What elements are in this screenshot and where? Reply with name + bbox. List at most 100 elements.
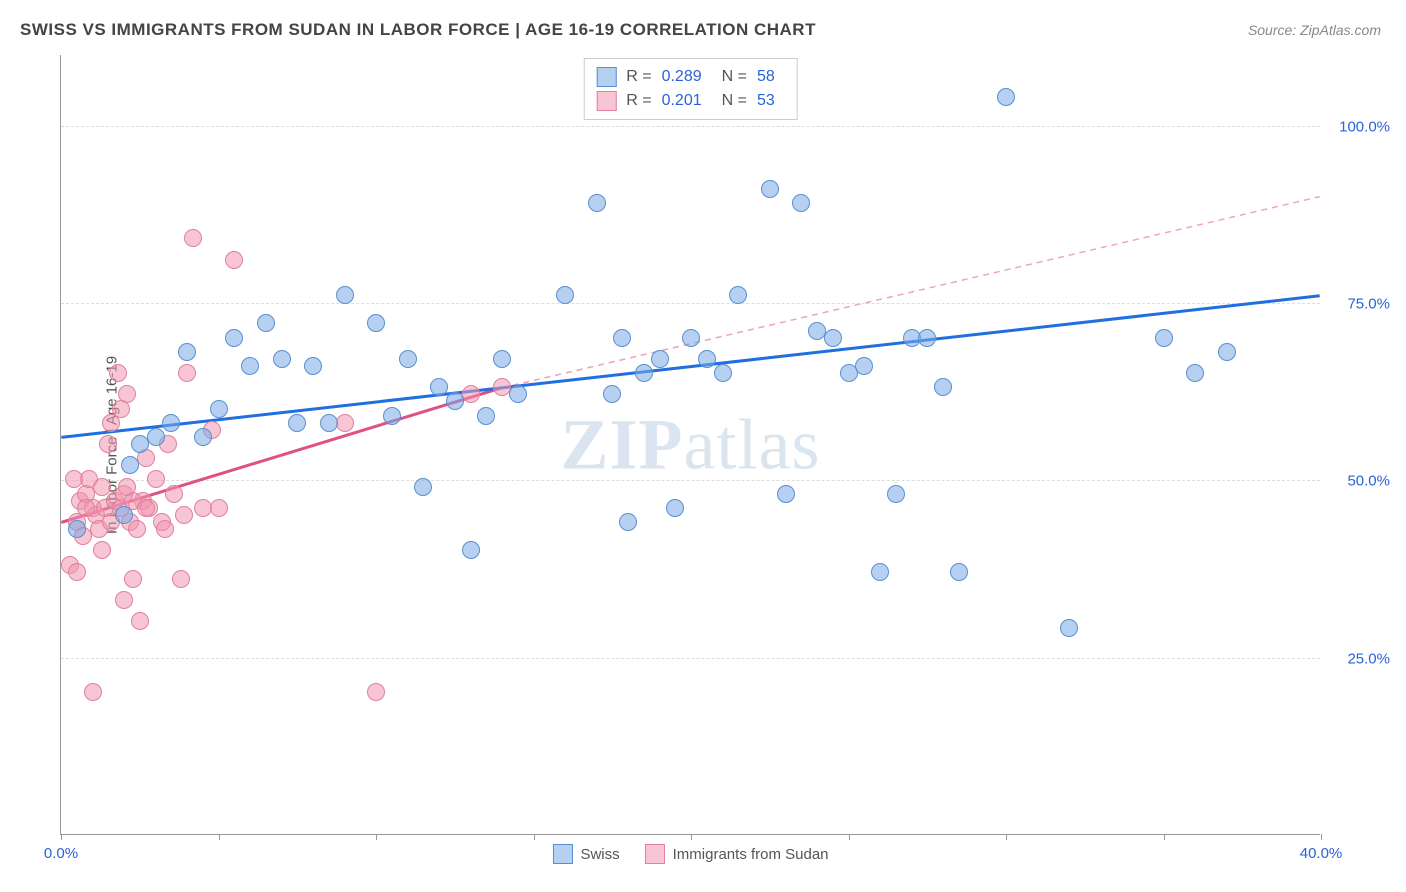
source-attribution: Source: ZipAtlas.com [1248, 22, 1381, 38]
y-tick-label: 75.0% [1330, 296, 1390, 313]
point-series1 [241, 357, 259, 375]
point-series1 [162, 414, 180, 432]
point-series2 [225, 251, 243, 269]
chart-title: SWISS VS IMMIGRANTS FROM SUDAN IN LABOR … [20, 20, 816, 40]
point-series1 [887, 485, 905, 503]
point-series1 [399, 350, 417, 368]
point-series1 [619, 513, 637, 531]
point-series2 [175, 506, 193, 524]
point-series2 [210, 499, 228, 517]
series-legend-label: Swiss [580, 846, 619, 863]
stat-n-value: 58 [757, 68, 775, 86]
point-series1 [304, 357, 322, 375]
x-tick [1321, 834, 1322, 840]
point-series1 [603, 385, 621, 403]
point-series1 [729, 286, 747, 304]
point-series1 [414, 478, 432, 496]
point-series2 [65, 470, 83, 488]
watermark: ZIPatlas [561, 403, 821, 486]
point-series1 [792, 194, 810, 212]
point-series1 [225, 329, 243, 347]
x-tick [849, 834, 850, 840]
x-tick [219, 834, 220, 840]
point-series1 [934, 378, 952, 396]
point-series1 [493, 350, 511, 368]
point-series2 [115, 591, 133, 609]
stat-r-value: 0.289 [662, 68, 702, 86]
stat-r-value: 0.201 [662, 92, 702, 110]
gridline: 50.0% [61, 480, 1320, 481]
point-series1 [1186, 364, 1204, 382]
stat-r-label: R = [626, 68, 651, 86]
point-series1 [698, 350, 716, 368]
gridline: 75.0% [61, 303, 1320, 304]
trend-line [502, 197, 1320, 388]
point-series1 [635, 364, 653, 382]
point-series1 [824, 329, 842, 347]
y-tick-label: 25.0% [1330, 650, 1390, 667]
point-series1 [588, 194, 606, 212]
point-series1 [714, 364, 732, 382]
x-tick [1006, 834, 1007, 840]
point-series2 [118, 478, 136, 496]
point-series1 [115, 506, 133, 524]
point-series1 [194, 428, 212, 446]
point-series2 [109, 364, 127, 382]
series-legend: Swiss Immigrants from Sudan [552, 844, 828, 864]
stat-n-value: 53 [757, 92, 775, 110]
plot-area: In Labor Force | Age 16-19 ZIPatlas 25.0… [60, 55, 1320, 835]
point-series1 [777, 485, 795, 503]
point-series2 [367, 683, 385, 701]
point-series1 [367, 314, 385, 332]
point-series2 [93, 541, 111, 559]
point-series2 [124, 570, 142, 588]
point-series1 [210, 400, 228, 418]
point-series1 [147, 428, 165, 446]
point-series1 [1218, 343, 1236, 361]
stat-legend: R = 0.289 N = 58 R = 0.201 N = 53 [583, 58, 798, 120]
point-series1 [121, 456, 139, 474]
point-series2 [84, 683, 102, 701]
x-tick [376, 834, 377, 840]
stat-legend-row: R = 0.201 N = 53 [596, 89, 785, 113]
point-series2 [147, 470, 165, 488]
point-series2 [77, 499, 95, 517]
point-series1 [336, 286, 354, 304]
point-series2 [172, 570, 190, 588]
point-series1 [1155, 329, 1173, 347]
watermark-bold: ZIP [561, 404, 684, 484]
point-series1 [273, 350, 291, 368]
point-series1 [288, 414, 306, 432]
point-series2 [178, 364, 196, 382]
point-series1 [178, 343, 196, 361]
legend-swatch [645, 844, 665, 864]
point-series1 [68, 520, 86, 538]
stat-legend-row: R = 0.289 N = 58 [596, 65, 785, 89]
stat-n-label: N = [722, 92, 747, 110]
point-series2 [99, 435, 117, 453]
point-series2 [462, 385, 480, 403]
point-series1 [651, 350, 669, 368]
point-series1 [950, 563, 968, 581]
point-series1 [509, 385, 527, 403]
point-series2 [165, 485, 183, 503]
stat-r-label: R = [626, 92, 651, 110]
point-series2 [68, 563, 86, 581]
legend-swatch [596, 91, 616, 111]
point-series1 [257, 314, 275, 332]
trend-lines-svg [61, 55, 1320, 834]
x-tick-label: 40.0% [1300, 845, 1343, 862]
point-series2 [128, 520, 146, 538]
gridline: 25.0% [61, 658, 1320, 659]
point-series1 [477, 407, 495, 425]
point-series2 [156, 520, 174, 538]
point-series1 [918, 329, 936, 347]
series-legend-label: Immigrants from Sudan [673, 846, 829, 863]
legend-swatch [596, 67, 616, 87]
x-tick [691, 834, 692, 840]
y-tick-label: 100.0% [1330, 118, 1390, 135]
point-series1 [383, 407, 401, 425]
x-tick [1164, 834, 1165, 840]
point-series2 [336, 414, 354, 432]
point-series1 [320, 414, 338, 432]
